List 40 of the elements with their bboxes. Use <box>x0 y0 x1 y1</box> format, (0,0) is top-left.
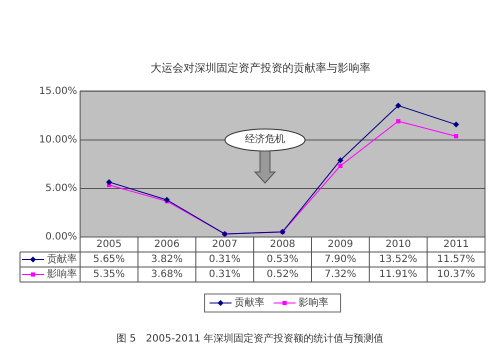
data-label: 3.68% <box>150 269 183 280</box>
point <box>454 134 458 138</box>
point <box>164 196 170 203</box>
data-label: 5.65% <box>93 254 125 266</box>
x-tick-label: 2005 <box>96 239 122 250</box>
point <box>338 164 343 168</box>
data-label: 0.31% <box>208 254 241 266</box>
y-tick-label: 15.00% <box>38 86 78 97</box>
x-tick-label: 2009 <box>328 239 354 250</box>
data-label: 11.57% <box>437 254 476 266</box>
point <box>337 157 344 164</box>
chart-title: 大运会对深圳固定资产投资的贡献率与影响率 <box>150 61 370 74</box>
data-label: 3.82% <box>150 254 183 266</box>
x-tick-label: 2011 <box>443 239 469 250</box>
data-label: 11.91% <box>379 269 418 280</box>
data-label: 5.35% <box>93 269 125 280</box>
text: 贡献率 <box>234 298 265 309</box>
caption: 图 5 2005-2011 年深圳固定资产投资额的统计值与预测值 <box>116 332 384 345</box>
x-tick-label: 2010 <box>386 239 411 250</box>
point <box>395 102 402 109</box>
annotation: 经济危机 <box>244 133 286 147</box>
y-tick-label: 10.00% <box>38 134 78 146</box>
point <box>106 179 112 186</box>
point <box>396 119 400 124</box>
data-label: 7.90% <box>324 254 356 266</box>
data-label: 0.52% <box>266 269 298 280</box>
point <box>453 122 460 128</box>
text: 影响率 <box>298 298 329 309</box>
x-tick-label: 2008 <box>270 239 296 250</box>
y-tick-label: 5.00% <box>45 182 78 194</box>
data-label: 0.53% <box>266 254 298 266</box>
legend-label: 影响率 <box>47 268 77 280</box>
x-tick-label: 2007 <box>212 239 238 250</box>
data-label: 13.52% <box>379 254 418 266</box>
data-label: 7.32% <box>324 269 356 280</box>
data-label: 10.37% <box>437 269 476 280</box>
data-label: 0.31% <box>208 269 241 280</box>
legend-label: 贡献率 <box>47 253 77 266</box>
y-tick-label: 0.00% <box>45 232 78 243</box>
x-tick-label: 2006 <box>154 239 180 250</box>
